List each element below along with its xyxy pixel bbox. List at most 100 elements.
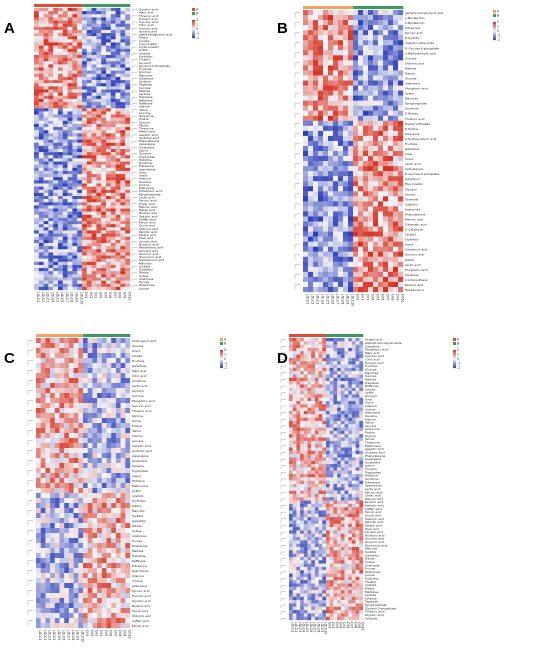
heatmap-cell — [383, 70, 389, 76]
group-bar-cell — [106, 4, 112, 7]
heatmap-cell — [106, 473, 112, 479]
heatmap-cell — [72, 39, 78, 43]
heatmap-cell — [96, 89, 102, 93]
heatmap-cell — [97, 513, 102, 519]
heatmap-cell — [106, 348, 112, 354]
column-label: LDLC4 — [320, 294, 324, 304]
heatmap-cell — [78, 403, 84, 409]
heatmap-cell — [43, 152, 49, 156]
heatmap-cell — [393, 221, 399, 227]
heatmap-cell — [120, 468, 126, 474]
heatmap-cell — [398, 181, 404, 187]
heatmap-cell — [106, 230, 111, 234]
heatmap-cell — [296, 341, 301, 345]
heatmap-cell — [87, 393, 93, 399]
row-label: Spermidine — [139, 167, 156, 171]
heatmap-cell — [40, 623, 46, 629]
heatmap-cell — [97, 603, 102, 609]
heatmap-cell — [48, 243, 54, 247]
heatmap-cell — [72, 117, 78, 121]
heatmap-cell — [344, 344, 349, 349]
heatmap-cell — [48, 130, 54, 134]
heatmap-cell — [97, 443, 102, 449]
heatmap-cell — [43, 214, 49, 219]
heatmap-cell — [296, 364, 301, 369]
heatmap-cell — [73, 423, 79, 429]
heatmap-cell — [96, 274, 102, 278]
heatmap-cell — [313, 211, 319, 217]
heatmap-cell — [393, 35, 399, 41]
heatmap-cell — [77, 277, 83, 281]
heatmap-cell — [303, 191, 309, 197]
heatmap-cell — [96, 189, 102, 194]
heatmap-cell — [67, 180, 73, 184]
heatmap-cell — [111, 368, 117, 374]
heatmap-cell — [82, 26, 87, 31]
heatmap-cell — [368, 115, 374, 121]
heatmap-cell — [62, 230, 68, 234]
heatmap-cell — [318, 181, 324, 187]
heatmap-cell — [359, 371, 364, 375]
heatmap-cell — [318, 50, 324, 56]
heatmap-cell — [34, 227, 39, 231]
row-label: Catechin — [405, 202, 418, 206]
heatmap-cell — [53, 274, 59, 278]
heatmap-cell — [106, 413, 112, 419]
heatmap-cell — [351, 338, 356, 342]
heatmap-cell — [92, 598, 98, 604]
heatmap-cell — [120, 167, 126, 172]
heatmap-cell — [34, 196, 39, 200]
heatmap-cell — [333, 344, 338, 349]
heatmap-cell — [368, 120, 374, 126]
heatmap-cell — [373, 241, 379, 247]
heatmap-cell — [110, 192, 116, 197]
heatmap-cell — [368, 271, 374, 278]
row-label: D-Sorbitol — [405, 36, 420, 40]
heatmap-cell — [43, 283, 49, 288]
heatmap-cell — [115, 613, 121, 619]
heatmap-cell — [373, 181, 379, 187]
heatmap-cell — [344, 364, 349, 369]
heatmap-cell — [101, 249, 107, 253]
heatmap-cell — [363, 176, 369, 182]
heatmap-cell — [328, 145, 334, 152]
heatmap-cell — [106, 227, 111, 231]
heatmap-cell — [77, 136, 83, 140]
heatmap-cell — [111, 348, 117, 354]
heatmap-cell — [53, 177, 59, 181]
heatmap-cell — [383, 281, 389, 288]
heatmap-cell — [38, 58, 44, 62]
heatmap-cell — [68, 443, 74, 449]
heatmap-cell — [398, 65, 404, 71]
heatmap-cell — [40, 538, 46, 544]
heatmap-cell — [393, 60, 399, 66]
heatmap-cell — [53, 152, 59, 156]
heatmap-cell — [64, 538, 70, 544]
heatmap-cell — [125, 217, 131, 222]
heatmap-cell — [45, 528, 51, 534]
heatmap-cell — [333, 110, 339, 116]
group-bar-cell — [353, 6, 359, 9]
heatmap-cell — [73, 458, 79, 464]
heatmap-cell — [314, 347, 319, 352]
heatmap-cell — [77, 189, 83, 194]
heatmap-cell — [303, 357, 308, 362]
heatmap-cell — [58, 42, 63, 46]
heatmap-cell — [115, 108, 121, 112]
row-label: Xylose — [132, 529, 142, 533]
heatmap-cell — [348, 100, 354, 106]
heatmap-cell — [101, 588, 107, 594]
heatmap-cell — [323, 110, 329, 116]
heatmap-cell — [368, 281, 374, 288]
row-label: Uridine — [132, 579, 143, 583]
heatmap-cell — [72, 20, 78, 24]
column-label: CK7 — [113, 630, 117, 636]
heatmap-cell — [34, 17, 39, 21]
column-label: LDLC10 — [80, 630, 84, 642]
color-scale-step — [192, 29, 195, 30]
heatmap-cell — [398, 166, 404, 172]
heatmap-cell — [120, 252, 126, 256]
heatmap-cell — [358, 80, 364, 86]
heatmap-cell — [91, 243, 97, 247]
heatmap-cell — [388, 161, 394, 167]
